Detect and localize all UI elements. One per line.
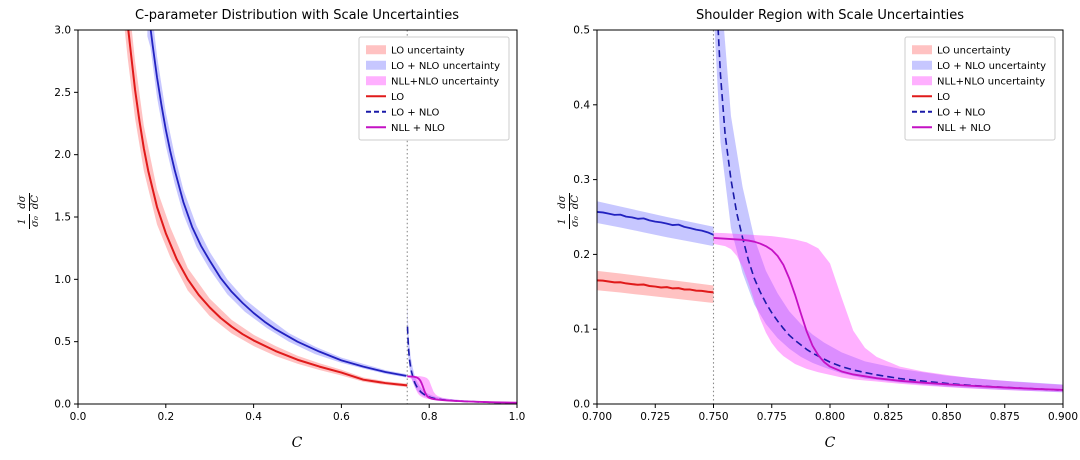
legend-swatch-lo-uncertainty xyxy=(366,45,386,55)
band-lo-uncertainty xyxy=(124,30,408,388)
legend-swatch-nll-nlo-uncertainty xyxy=(912,76,932,86)
legend-label: LO xyxy=(391,92,404,103)
y-tick-label: 0.5 xyxy=(54,336,71,348)
legend-swatch-lo-nlo-uncertainty xyxy=(366,60,386,70)
y-tick-label: 2.0 xyxy=(54,149,71,161)
y-tick-label: 0.0 xyxy=(573,399,590,411)
right-chart-svg: Shoulder Region with Scale Uncertainties… xyxy=(573,8,1078,451)
line-nll-nlo xyxy=(713,237,1063,391)
frac-denominator: σ₀ xyxy=(29,216,41,227)
legend-swatch-lo-nlo-uncertainty xyxy=(912,60,932,70)
x-tick-label: 0.875 xyxy=(990,411,1020,423)
legend-swatch-nll-nlo-uncertainty xyxy=(366,76,386,86)
legend-swatch-lo-uncertainty xyxy=(912,45,932,55)
frac-denominator: σ₀ xyxy=(569,216,581,227)
y-tick-label: 0.2 xyxy=(573,249,590,261)
x-tick-label: 0.850 xyxy=(931,411,961,423)
y-tick-label: 1.5 xyxy=(54,212,71,224)
left-chart-svg: C-parameter Distribution with Scale Unce… xyxy=(54,8,526,451)
legend-label: NLL+NLO uncertainty xyxy=(391,76,499,87)
legend-label: LO + NLO xyxy=(391,107,440,118)
line-lo-nlo xyxy=(597,211,714,236)
legend-label: LO uncertainty xyxy=(391,45,465,56)
x-tick-label: 0.0 xyxy=(70,411,87,423)
legend-label: LO + NLO xyxy=(937,107,986,118)
y-tick-label: 1.0 xyxy=(54,274,71,286)
legend-label: LO uncertainty xyxy=(937,45,1011,56)
legend-box xyxy=(358,36,510,141)
frac-numerator: 1 xyxy=(557,214,570,229)
y-tick-label: 0.5 xyxy=(573,25,590,37)
legend-box xyxy=(904,36,1056,141)
legend-label: NLL+NLO uncertainty xyxy=(937,76,1045,87)
y-tick-label: 0.1 xyxy=(573,324,590,336)
legend: LO uncertainty LO + NLO uncertainty NLL+NL… xyxy=(358,36,510,141)
legend-label: LO xyxy=(937,92,950,103)
left-plot: 0.0 0.2 0.4 0.6 0.8 1.0 0.0 0.5 1.0 1.5 2.0 2.5 3.0 L… xyxy=(54,25,526,424)
left-x-axis-label: C xyxy=(292,435,303,451)
line-lo xyxy=(597,279,714,294)
legend-label: LO + NLO uncertainty xyxy=(937,61,1046,72)
panel-right: Shoulder Region with Scale Uncertainties… xyxy=(540,0,1080,460)
legend-label: NLL + NLO xyxy=(391,123,445,134)
panel-left: C-parameter Distribution with Scale Unce… xyxy=(14,8,526,451)
x-tick-label: 0.725 xyxy=(640,411,670,423)
legend-label: LO + NLO uncertainty xyxy=(391,61,500,72)
frac-numerator: dσ xyxy=(17,193,30,212)
line-lo-nlo-dashed xyxy=(717,30,1063,391)
frac-one-over-sigma0: 1 σ₀ xyxy=(17,214,41,229)
frac-numerator: 1 xyxy=(17,214,30,229)
x-tick-label: 0.6 xyxy=(333,411,350,423)
frac-numerator: dσ xyxy=(557,193,570,212)
right-y-axis-label: 1 σ₀ dσ dC xyxy=(554,176,584,246)
legend: LO uncertainty LO + NLO uncertainty NLL+NL… xyxy=(904,36,1056,141)
left-y-axis-label: 1 σ₀ dσ dC xyxy=(14,176,44,246)
line-lo xyxy=(127,30,408,387)
right-plot: 0.700 0.725 0.750 0.775 0.800 0.825 0.850 0.875… xyxy=(573,25,1078,424)
band-lo-nlo-uncertainty-low xyxy=(597,201,714,247)
y-tick-label: 0.0 xyxy=(54,399,71,411)
right-chart-title: Shoulder Region with Scale Uncertainties xyxy=(696,8,964,23)
y-tick-label: 0.4 xyxy=(573,99,590,111)
frac-one-over-sigma0: 1 σ₀ xyxy=(557,214,581,229)
line-nll-nlo xyxy=(407,375,517,404)
x-tick-label: 0.825 xyxy=(873,411,903,423)
x-tick-label: 1.0 xyxy=(509,411,526,423)
frac-denominator: dC xyxy=(569,195,581,210)
x-tick-label: 0.700 xyxy=(582,411,612,423)
right-x-axis-label: C xyxy=(825,435,836,451)
band-nll-nlo-uncertainty xyxy=(713,232,1063,393)
x-tick-label: 0.4 xyxy=(245,411,262,423)
left-chart-title: C-parameter Distribution with Scale Unce… xyxy=(135,8,459,23)
plot-area xyxy=(597,30,1063,404)
band-nll-nlo-uncertainty xyxy=(407,375,517,403)
y-tick-label: 2.5 xyxy=(54,87,71,99)
x-tick-label: 0.2 xyxy=(157,411,174,423)
y-tick-label: 3.0 xyxy=(54,25,71,37)
frac-denominator: dC xyxy=(29,195,41,210)
x-tick-label: 0.8 xyxy=(421,411,438,423)
frac-dsigma-dC: dσ dC xyxy=(557,193,581,212)
frac-dsigma-dC: dσ dC xyxy=(17,193,41,212)
y-tick-label: 0.3 xyxy=(573,174,590,186)
x-tick-label: 0.775 xyxy=(757,411,787,423)
x-tick-label: 0.750 xyxy=(698,411,728,423)
legend-label: NLL + NLO xyxy=(937,123,991,134)
x-tick-label: 0.900 xyxy=(1048,411,1078,423)
line-lo-nlo xyxy=(149,30,407,377)
x-tick-label: 0.800 xyxy=(815,411,845,423)
